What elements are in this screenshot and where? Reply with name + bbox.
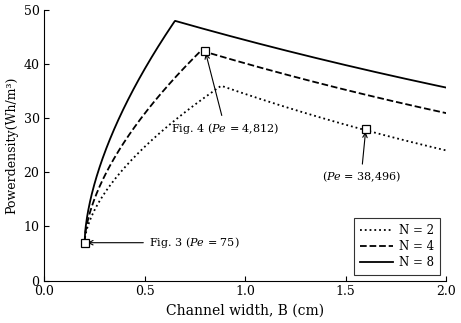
Y-axis label: Powerdensity(Wh/m³): Powerdensity(Wh/m³) [5,77,18,214]
X-axis label: Channel width, B (cm): Channel width, B (cm) [166,304,325,318]
Text: ($Pe$ = 38,496): ($Pe$ = 38,496) [322,133,401,184]
Text: Fig. 4 ($Pe$ = 4,812): Fig. 4 ($Pe$ = 4,812) [171,55,279,136]
Legend: N = 2, N = 4, N = 8: N = 2, N = 4, N = 8 [355,218,440,275]
Text: Fig. 3 ($Pe$ = 75): Fig. 3 ($Pe$ = 75) [89,235,239,250]
